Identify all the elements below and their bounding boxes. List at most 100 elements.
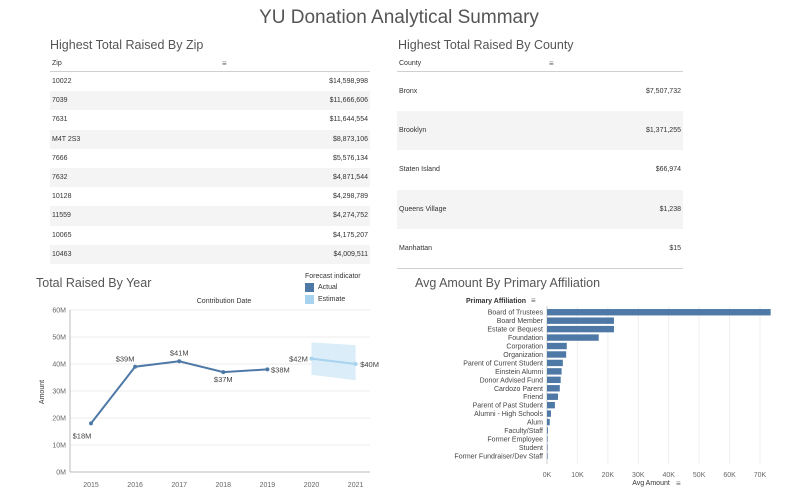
county-table-title: Highest Total Raised By County [398, 38, 574, 52]
data-point[interactable] [177, 359, 182, 364]
category-label: Parent of Past Student [473, 403, 543, 410]
zip-table-header: Zip ≡ [50, 57, 370, 72]
amount-cell: $11,666,606 [329, 97, 368, 105]
category-label: Former Employee [487, 436, 543, 443]
forecast-legend: Forecast indicator Actual Estimate [305, 273, 361, 304]
bar[interactable] [547, 444, 548, 451]
y-tick-label: 10M [52, 443, 66, 450]
bar[interactable] [547, 401, 555, 409]
sort-icon[interactable]: ≡ [531, 296, 536, 305]
category-label: Board of Trustees [488, 310, 544, 317]
data-point[interactable] [353, 362, 358, 366]
category-label: Foundation [508, 335, 543, 342]
data-point[interactable] [89, 421, 93, 426]
bar[interactable] [547, 325, 614, 333]
amount-cell: $14,598,998 [329, 78, 368, 85]
bar[interactable] [547, 342, 567, 350]
county-cell: Queens Village [399, 205, 447, 213]
table-row[interactable]: Bronx $7,507,732 [397, 72, 683, 111]
y-tick-label: 30M [52, 389, 66, 396]
data-point[interactable] [265, 367, 270, 372]
bar-chart: Primary Affiliation ≡ 0K 10K 20K 30K 40K 50K 6… [454, 296, 771, 488]
table-row[interactable]: 10065 $4,175,207 [50, 226, 370, 245]
legend-label: Actual [318, 284, 338, 291]
table-row[interactable]: 10022 $14,598,998 [50, 72, 370, 91]
bar[interactable] [547, 334, 599, 341]
category-header: Primary Affiliation [466, 298, 526, 305]
category-label: Former Fundraiser/Dev Staff [454, 453, 543, 460]
sort-icon[interactable]: ≡ [676, 479, 681, 488]
legend-swatch-estimate [305, 295, 314, 304]
data-point[interactable] [309, 356, 314, 361]
bar[interactable] [547, 410, 551, 417]
table-row[interactable]: Brooklyn $1,371,255 [397, 111, 683, 151]
amount-cell: $4,175,207 [332, 231, 368, 239]
y-tick-label: 50M [52, 335, 66, 342]
bar[interactable] [547, 418, 550, 426]
x-tick-label: 2018 [216, 482, 232, 489]
zip-cell: 10463 [52, 250, 72, 258]
bar[interactable] [547, 393, 558, 400]
table-row[interactable]: 7666 $5,576,134 [50, 149, 370, 168]
data-point[interactable] [221, 370, 226, 375]
amount-cell: $1,238 [659, 205, 681, 213]
sort-icon[interactable]: ≡ [222, 59, 227, 68]
bar[interactable] [547, 317, 614, 324]
bar[interactable] [547, 452, 548, 460]
category-label: Parent of Current Student [463, 360, 543, 367]
bar[interactable] [547, 385, 560, 392]
category-label: Cardozo Parent [494, 386, 543, 393]
x-tick-label: 30K [632, 472, 645, 479]
x-tick-label: 0K [543, 472, 552, 479]
bar[interactable] [547, 359, 563, 367]
table-row[interactable]: 10128 $4,298,789 [50, 187, 370, 206]
table-divider [397, 267, 683, 269]
data-label: $39M [116, 355, 135, 364]
bar[interactable] [547, 427, 548, 434]
table-row[interactable]: 7039 $11,666,606 [50, 91, 370, 111]
table-row[interactable]: M4T 2S3 $8,873,106 [50, 129, 370, 149]
category-label: Alumni - High Schools [474, 411, 543, 418]
bar[interactable] [547, 351, 567, 358]
bar[interactable] [547, 376, 561, 384]
zip-cell: 11559 [52, 212, 71, 220]
legend-item-actual[interactable]: Actual [305, 283, 361, 292]
zip-column-header[interactable]: Zip [52, 60, 62, 67]
data-label: $40M [360, 360, 379, 369]
category-label: Donor Advised Fund [480, 377, 544, 384]
table-row[interactable]: 11559 $4,274,752 [50, 206, 370, 226]
category-label: Student [519, 445, 543, 452]
bar[interactable] [547, 368, 562, 375]
x-tick-label: 60K [723, 472, 736, 479]
category-label: Board Member [497, 318, 544, 325]
county-table: County ≡ Bronx $7,507,732 Brooklyn $1,371,2… [397, 57, 683, 269]
table-row[interactable]: Queens Village $1,238 [397, 189, 683, 229]
legend-swatch-actual [305, 283, 314, 292]
table-row[interactable]: 7631 $11,644,554 [50, 110, 370, 129]
data-point[interactable] [133, 364, 138, 369]
x-tick-label: 2019 [260, 482, 276, 489]
zip-cell: 7632 [52, 173, 68, 181]
county-column-header[interactable]: County [399, 60, 422, 67]
amount-cell: $4,871,544 [332, 173, 368, 181]
table-row[interactable]: 7632 $4,871,544 [50, 167, 370, 188]
table-row[interactable]: 10463 $4,009,511 [50, 244, 370, 264]
amount-cell: $8,873,106 [332, 135, 368, 143]
bar[interactable] [547, 435, 548, 443]
legend-item-estimate[interactable]: Estimate [305, 295, 361, 304]
x-tick-label: 70K [754, 472, 767, 479]
amount-cell: $4,298,789 [332, 193, 368, 201]
amount-cell: $15 [669, 244, 681, 252]
county-table-header: County ≡ [397, 57, 683, 72]
zip-cell: 10128 [52, 193, 72, 201]
table-row[interactable]: Staten Island $66,974 [397, 150, 683, 189]
data-label: $42M [289, 355, 308, 364]
line-chart: 0M 10M 20M 30M 40M 50M 60M 2015 2016 2017 2018 2019… [39, 298, 379, 489]
legend-title: Forecast indicator [305, 273, 361, 280]
zip-cell: 10022 [52, 78, 72, 85]
table-row[interactable]: Manhattan $15 [397, 229, 683, 268]
amount-cell: $7,507,732 [645, 88, 681, 95]
sort-icon[interactable]: ≡ [549, 59, 554, 68]
bar[interactable] [547, 309, 771, 316]
zip-cell: 7039 [52, 97, 68, 105]
